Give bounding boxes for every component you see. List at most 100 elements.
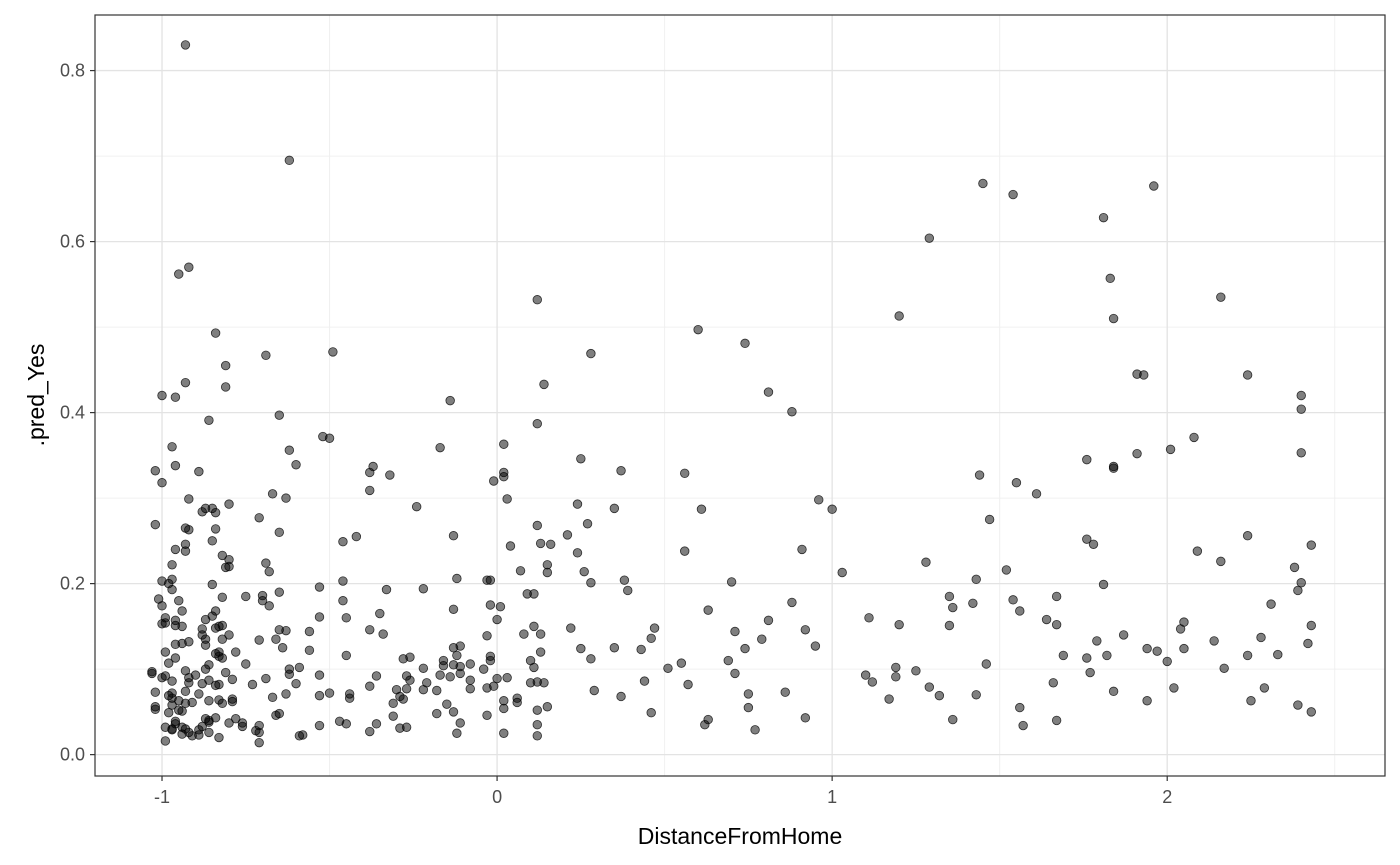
data-point [231, 647, 241, 657]
data-point [723, 655, 733, 666]
data-point [170, 460, 181, 471]
data-point [1296, 404, 1306, 414]
data-point [150, 519, 161, 530]
data-point [365, 681, 375, 691]
data-point [184, 525, 194, 535]
data-point [177, 638, 187, 649]
data-point [1085, 667, 1095, 678]
data-point [448, 604, 459, 614]
data-point [609, 503, 620, 514]
data-point [351, 531, 362, 542]
data-point [291, 678, 301, 689]
data-point [274, 527, 284, 538]
data-point [231, 714, 241, 724]
data-point [324, 433, 335, 443]
data-point [1296, 578, 1306, 588]
data-point [448, 707, 459, 717]
data-point [495, 601, 506, 612]
data-point [1293, 700, 1303, 710]
data-point [284, 155, 295, 166]
data-point [167, 584, 177, 595]
data-point [254, 737, 264, 748]
data-point [532, 520, 542, 531]
data-point [147, 666, 157, 677]
data-point [542, 567, 553, 578]
data-point [324, 688, 335, 698]
data-point [542, 702, 553, 712]
data-point [948, 714, 958, 725]
data-point [1092, 636, 1102, 646]
data-point [174, 596, 184, 606]
data-point [164, 658, 174, 668]
data-point [1142, 643, 1152, 654]
data-point [616, 466, 626, 476]
data-point [237, 721, 248, 732]
x-axis-title: DistanceFromHome [638, 823, 843, 849]
data-point [174, 269, 184, 279]
data-point [1142, 696, 1152, 706]
data-point [365, 726, 375, 737]
data-point [224, 718, 234, 728]
data-point [435, 442, 445, 453]
data-point [210, 524, 221, 534]
data-point [1058, 650, 1069, 661]
data-point [814, 495, 824, 505]
data-point [204, 717, 214, 727]
data-point [405, 675, 415, 685]
data-point [1152, 646, 1162, 656]
data-point [1162, 656, 1172, 667]
data-point [639, 676, 650, 686]
data-point [341, 613, 351, 623]
data-point [478, 664, 489, 674]
data-point [247, 679, 258, 690]
data-point [1108, 686, 1119, 697]
data-point [743, 702, 754, 713]
data-point [539, 678, 549, 688]
data-point [388, 698, 398, 709]
data-point [680, 546, 690, 556]
data-point [1242, 650, 1253, 661]
data-point [683, 679, 693, 690]
data-point [646, 633, 656, 644]
data-point [582, 519, 593, 529]
data-point [224, 499, 234, 509]
data-point [619, 575, 630, 585]
data-point [1165, 444, 1176, 455]
data-point [217, 698, 228, 709]
data-point [1303, 638, 1313, 649]
data-point [944, 591, 955, 602]
data-point [167, 724, 177, 734]
data-point [1259, 683, 1270, 693]
data-point [586, 348, 596, 359]
data-point [1051, 619, 1062, 630]
data-point [502, 672, 512, 683]
data-point [204, 696, 214, 706]
data-point [837, 567, 847, 578]
data-point [576, 454, 586, 464]
data-point [696, 504, 707, 514]
data-point [586, 654, 596, 664]
data-point [1273, 649, 1283, 660]
data-point [445, 672, 455, 682]
data-point [220, 562, 231, 573]
data-point [891, 672, 901, 682]
data-point [616, 691, 626, 702]
data-point [676, 658, 687, 668]
data-point [609, 643, 620, 653]
data-point [535, 538, 546, 549]
data-point [750, 725, 760, 735]
data-point [1102, 650, 1112, 661]
data-point [700, 719, 710, 730]
data-point [207, 536, 217, 546]
data-point [763, 387, 774, 397]
data-point [891, 662, 901, 673]
data-point [338, 596, 348, 606]
data-point [1098, 212, 1109, 223]
data-point [150, 704, 161, 715]
data-point [539, 379, 549, 390]
data-point [220, 360, 231, 371]
data-point [485, 600, 496, 610]
data-point [180, 546, 191, 556]
data-point [261, 350, 271, 361]
data-point [227, 696, 238, 707]
